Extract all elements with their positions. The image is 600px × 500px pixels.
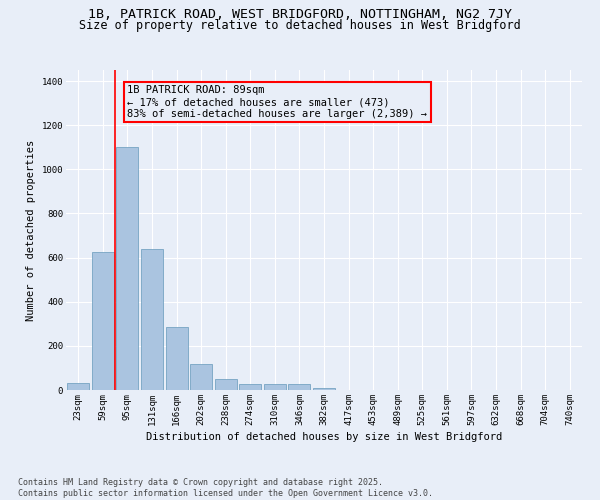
Bar xyxy=(67,384,89,390)
Bar xyxy=(313,388,335,390)
Text: Contains HM Land Registry data © Crown copyright and database right 2025.
Contai: Contains HM Land Registry data © Crown c… xyxy=(18,478,433,498)
Bar xyxy=(92,252,114,390)
Text: 1B PATRICK ROAD: 89sqm
← 17% of detached houses are smaller (473)
83% of semi-de: 1B PATRICK ROAD: 89sqm ← 17% of detached… xyxy=(127,86,427,118)
Y-axis label: Number of detached properties: Number of detached properties xyxy=(26,140,36,320)
Text: Distribution of detached houses by size in West Bridgford: Distribution of detached houses by size … xyxy=(146,432,502,442)
Bar xyxy=(116,147,139,390)
Bar xyxy=(264,384,286,390)
Bar xyxy=(190,364,212,390)
Bar xyxy=(289,384,310,390)
Bar xyxy=(215,379,237,390)
Bar xyxy=(239,384,262,390)
Text: Size of property relative to detached houses in West Bridgford: Size of property relative to detached ho… xyxy=(79,18,521,32)
Bar xyxy=(166,327,188,390)
Text: 1B, PATRICK ROAD, WEST BRIDGFORD, NOTTINGHAM, NG2 7JY: 1B, PATRICK ROAD, WEST BRIDGFORD, NOTTIN… xyxy=(88,8,512,20)
Bar xyxy=(141,249,163,390)
